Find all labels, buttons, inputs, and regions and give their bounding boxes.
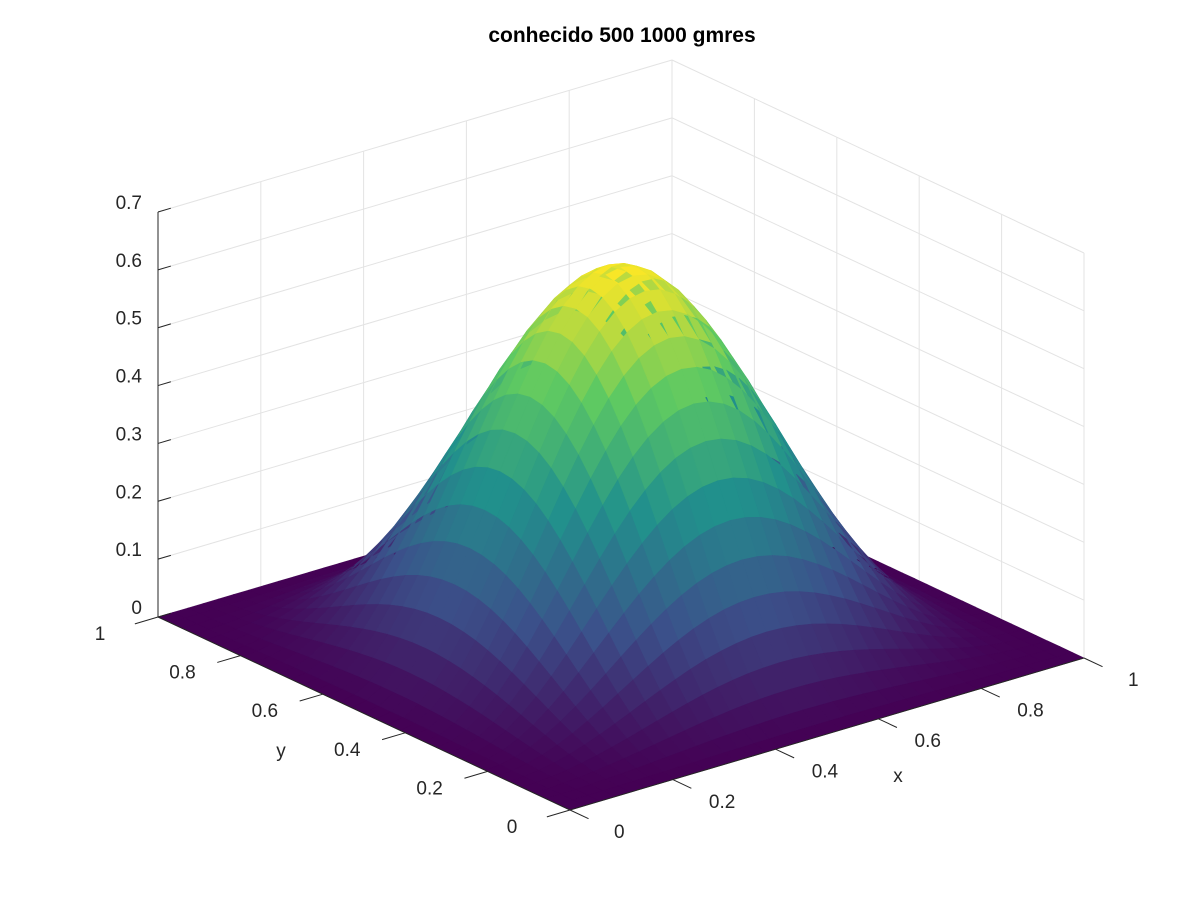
grid-line-yz-horizontal: [671, 117, 1085, 312]
surface-layer: [157, 262, 1085, 811]
x-tick-mark: [775, 748, 795, 759]
x-tick-label: 0.6: [915, 731, 941, 752]
grid-line-yz-horizontal: [671, 290, 1085, 485]
z-tick-label: 0.1: [116, 540, 142, 561]
x-axis-label: x: [893, 766, 903, 787]
y-tick-label: 0.2: [416, 778, 442, 799]
z-tick-mark: [157, 612, 171, 618]
y-tick-mark: [217, 655, 241, 663]
x-axis-line: [569, 657, 1085, 811]
grid-line-xz-horizontal: [157, 175, 673, 329]
z-tick-mark: [157, 323, 171, 329]
grid-line-xz-horizontal: [157, 117, 673, 271]
y-tick-mark: [381, 732, 406, 741]
z-tick-mark: [157, 497, 171, 502]
y-tick-label: 0.4: [334, 740, 361, 761]
z-tick-label: 0.4: [116, 367, 143, 388]
grid-line-yz-horizontal: [671, 233, 1085, 428]
x-tick-mark: [569, 809, 589, 820]
x-tick-label: 0.8: [1017, 701, 1043, 722]
grid-line-xz-horizontal: [157, 233, 673, 387]
y-tick-mark: [464, 770, 488, 779]
z-tick-label: 0.3: [116, 424, 142, 445]
z-tick-mark: [157, 265, 171, 271]
y-axis-label: y: [276, 741, 286, 762]
x-tick-label: 1: [1128, 670, 1139, 691]
x-tick-label: 0.4: [812, 761, 839, 782]
z-tick-label: 0: [131, 598, 142, 619]
y-tick-label: 1: [95, 624, 106, 645]
x-tick-label: 0.2: [709, 792, 735, 813]
grid-line-yz-horizontal: [671, 59, 1085, 254]
chart-title: conhecido 500 1000 gmres: [488, 24, 755, 47]
z-tick-mark: [157, 554, 171, 560]
ticks-layer: 0 0.2 0.4 0.6 0.8 1 0 0.2 0.4 0.6 0.8 1 0 0.1 0.2 0.3 0.…: [95, 193, 1139, 843]
z-tick-mark: [157, 207, 171, 213]
z-tick-label: 0.6: [116, 251, 142, 272]
x-tick-mark: [878, 718, 898, 728]
x-tick-label: 0: [614, 822, 625, 843]
z-tick-label: 0.2: [116, 482, 142, 503]
y-tick-mark: [546, 809, 571, 818]
y-tick-mark: [134, 616, 159, 625]
axes-layer: [157, 212, 1085, 811]
z-tick-mark: [157, 381, 171, 387]
y-tick-mark: [299, 693, 323, 702]
z-tick-label: 0.5: [116, 309, 142, 330]
grid-line-yz-horizontal: [671, 175, 1085, 370]
x-tick-mark: [980, 687, 1000, 698]
z-tick-mark: [157, 439, 171, 444]
y-tick-label: 0.6: [252, 701, 278, 722]
x-tick-mark: [1083, 657, 1103, 668]
y-tick-label: 0.8: [169, 663, 195, 684]
grid-line-xz-horizontal: [157, 59, 673, 213]
y-axis-line: [157, 616, 571, 811]
z-tick-label: 0.7: [116, 193, 142, 214]
y-tick-label: 0: [507, 817, 518, 838]
x-tick-mark: [672, 779, 692, 789]
